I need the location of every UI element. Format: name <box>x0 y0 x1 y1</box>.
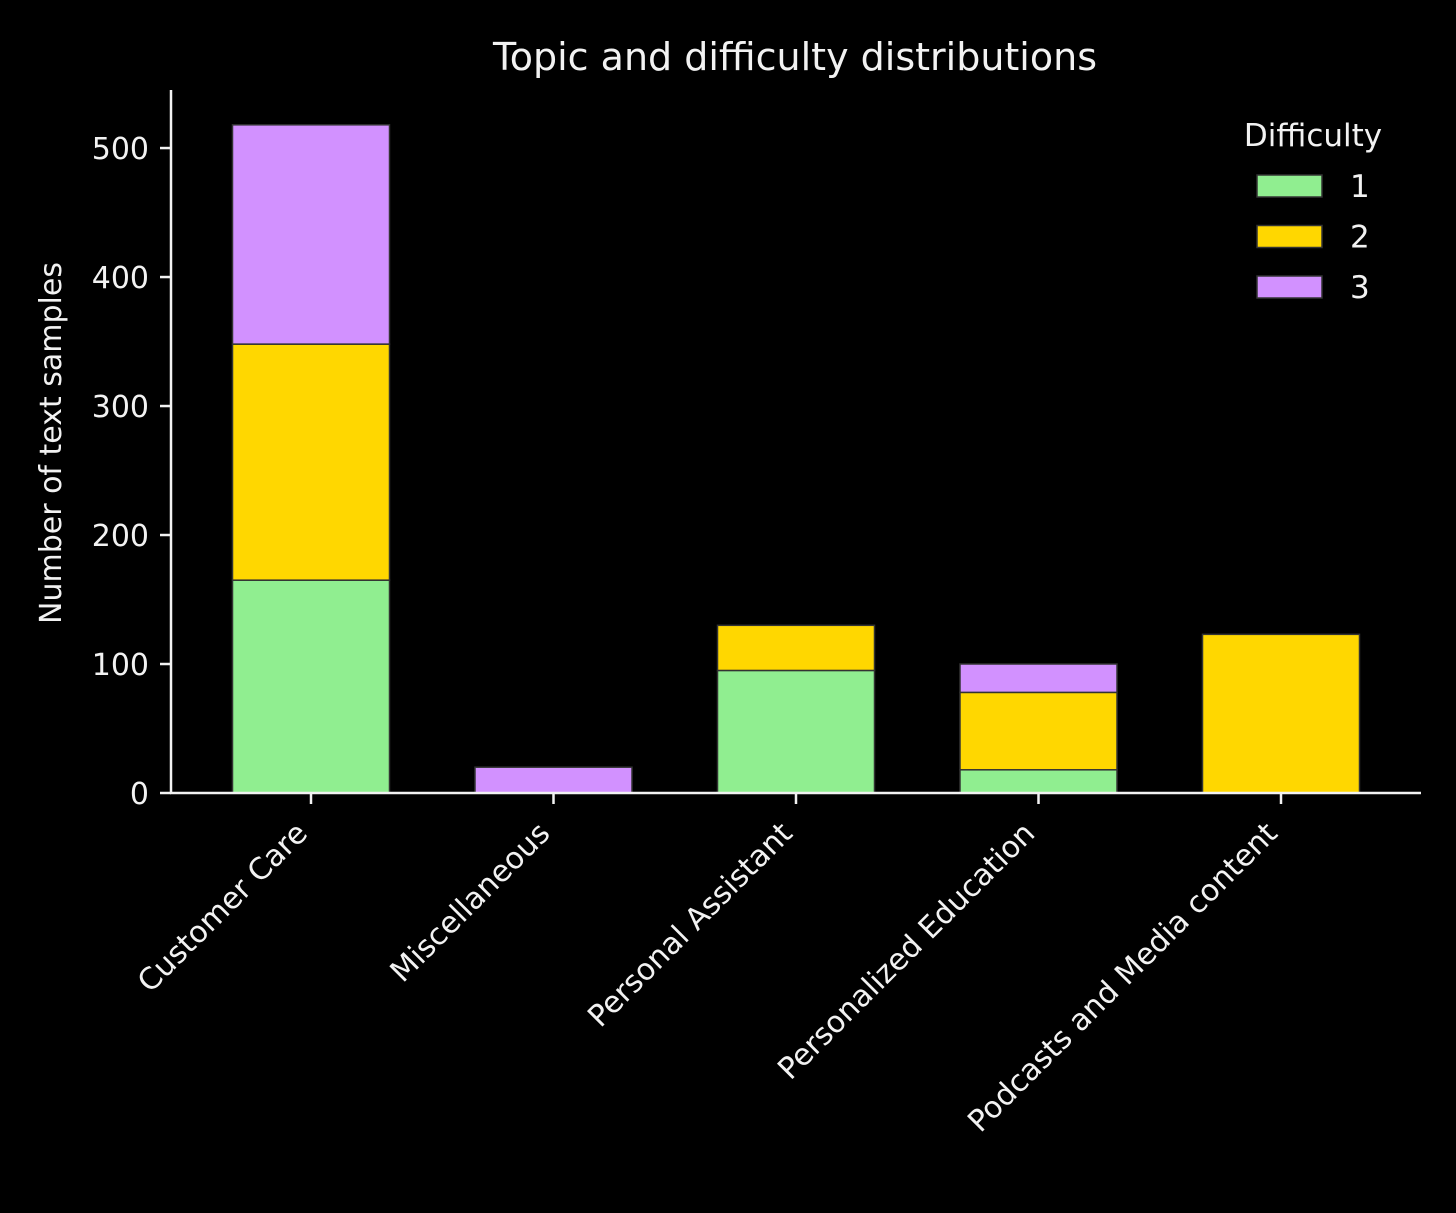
bar-personalized-education-difficulty-1 <box>959 769 1118 794</box>
legend-title: Difficulty <box>1244 118 1382 154</box>
y-tick-label-400: 400 <box>92 261 149 296</box>
legend-label-3: 3 <box>1350 270 1370 306</box>
bar-podcasts-and-media-content-difficulty-2 <box>1201 633 1361 794</box>
legend-swatch-3 <box>1256 275 1323 299</box>
y-tick-label-500: 500 <box>92 132 149 167</box>
bar-customer-care-difficulty-2 <box>231 343 391 581</box>
legend: Difficulty 1 2 3 <box>1244 118 1382 306</box>
y-tick-label-200: 200 <box>92 519 149 554</box>
legend-swatch-2 <box>1256 224 1323 249</box>
chart-title: Topic and difficulty distributions <box>492 35 1097 79</box>
y-tick-label-100: 100 <box>92 648 149 683</box>
bar-personalized-education-difficulty-3 <box>959 663 1118 694</box>
legend-items: 1 2 3 <box>1256 169 1370 306</box>
y-tick-label-0: 0 <box>130 777 149 812</box>
y-tick-label-300: 300 <box>92 390 149 425</box>
bar-personalized-education-difficulty-2 <box>959 691 1118 771</box>
bar-personal-assistant-difficulty-2 <box>716 624 876 672</box>
bar-miscellaneous-difficulty-3 <box>474 766 633 794</box>
legend-label-1: 1 <box>1350 169 1370 205</box>
bars-layer <box>231 124 1361 794</box>
bar-personal-assistant-difficulty-1 <box>716 669 876 794</box>
y-axis-label: Number of text samples <box>34 262 69 624</box>
legend-swatch-1 <box>1256 174 1323 198</box>
bar-customer-care-difficulty-1 <box>231 579 391 794</box>
legend-label-2: 2 <box>1350 220 1370 256</box>
bar-customer-care-difficulty-3 <box>231 124 391 345</box>
